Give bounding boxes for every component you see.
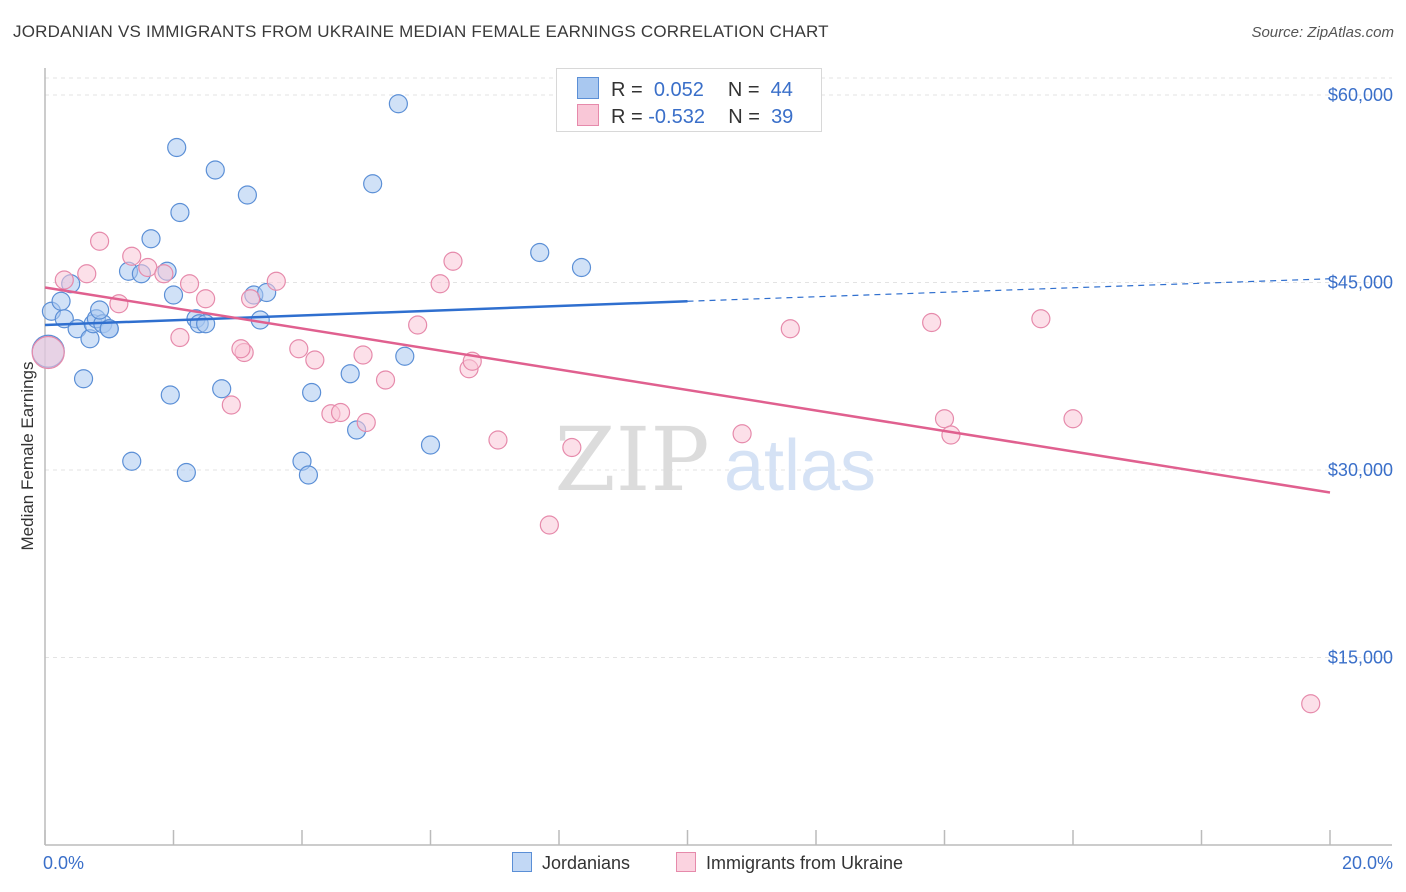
ukraine-point	[375, 370, 396, 390]
jordanian-point	[176, 462, 196, 483]
ukraine-point	[330, 402, 351, 423]
jordanian-point	[340, 364, 360, 384]
jordanian-point	[395, 346, 415, 366]
jordanian-trend-extension	[687, 278, 1331, 302]
jordanian-point	[73, 369, 94, 389]
watermark-zip: ZIP	[554, 408, 709, 511]
source-credit: Source: ZipAtlas.com	[1251, 24, 1394, 41]
ukraine-point	[353, 345, 373, 365]
jordanian-point	[122, 451, 142, 471]
jordanian-point	[298, 465, 319, 485]
trend-lines	[44, 278, 1331, 494]
stats-legend-row-jordanians: R = 0.052 N = 44	[577, 77, 793, 103]
ukraine-point	[922, 312, 942, 333]
ukraine-point	[179, 274, 200, 294]
ukraine-point	[196, 289, 216, 309]
x-tick-label: 20.0%	[1342, 853, 1393, 873]
ukraine-point	[1031, 309, 1051, 329]
jordanian-point	[167, 137, 187, 158]
y-tick-label: $15,000	[1328, 648, 1393, 668]
ukraine-point	[408, 315, 428, 335]
jordanians-legend-label: Jordanians	[542, 853, 631, 873]
ukraine-trend-line	[44, 286, 1331, 494]
y-tick-label: $30,000	[1328, 460, 1393, 480]
ukraine-point	[941, 425, 961, 445]
ukraine-point	[780, 319, 800, 339]
chart-title: JORDANIAN VS IMMIGRANTS FROM UKRAINE MED…	[13, 22, 829, 41]
ukraine-point	[562, 437, 582, 458]
jordanian-point	[530, 242, 550, 263]
ukraine-point	[430, 274, 450, 294]
ukraine-point	[443, 251, 463, 271]
ukraine-swatch	[577, 104, 599, 126]
r-value: -0.532	[648, 106, 705, 128]
ukraine-legend-label: Immigrants from Ukraine	[706, 853, 904, 873]
gridlines	[45, 77, 1392, 658]
y-tick-label: $45,000	[1328, 273, 1393, 293]
ukraine-point	[1301, 694, 1321, 714]
ukraine-point	[122, 246, 142, 266]
r-label: R =	[611, 106, 643, 128]
ukraine-point	[1063, 409, 1083, 429]
jordanian-point	[302, 382, 322, 403]
legend-item-ukraine: Immigrants from Ukraine	[676, 852, 903, 874]
stats-legend-row-ukraine: R = -0.532 N = 39	[577, 104, 793, 130]
ukraine-point	[266, 271, 286, 291]
ukraine-point	[539, 515, 559, 535]
y-tick-label: $60,000	[1328, 85, 1393, 105]
ukraine-point	[77, 264, 97, 284]
jordanian-point	[99, 319, 119, 339]
ukraine-point	[154, 264, 174, 284]
jordanian-point	[363, 174, 383, 194]
data-points	[31, 94, 1321, 714]
ukraine-point	[221, 395, 241, 415]
jordanian-point	[212, 379, 232, 399]
jordanian-point	[90, 300, 110, 320]
jordanians-legend-swatch	[512, 852, 532, 872]
jordanian-point	[196, 314, 216, 334]
ukraine-point	[934, 409, 955, 429]
ukraine-point	[31, 335, 65, 370]
jordanian-point	[571, 257, 592, 278]
x-tick-label: 0.0%	[43, 853, 84, 873]
ukraine-point	[90, 231, 110, 251]
r-value: 0.052	[653, 79, 704, 101]
jordanian-point	[160, 385, 180, 405]
ukraine-point	[732, 424, 752, 444]
watermark: ZIP atlas	[554, 408, 876, 511]
jordanian-point	[141, 229, 161, 249]
ukraine-point	[488, 430, 508, 450]
jordanian-point	[163, 285, 184, 305]
ukraine-point	[289, 339, 309, 359]
jordanian-trend-line	[44, 300, 688, 327]
ukraine-point	[54, 270, 74, 290]
n-value: 44	[770, 79, 793, 101]
n-label: N =	[727, 79, 760, 101]
jordanian-point	[420, 435, 441, 455]
n-value: 39	[771, 106, 794, 128]
jordanian-point	[237, 185, 257, 205]
stats-legend: R = 0.052 N = 44 R = -0.532 N = 39	[556, 68, 822, 132]
ukraine-point	[231, 339, 251, 359]
jordanians-swatch	[577, 77, 599, 99]
ukraine-point	[241, 289, 261, 309]
ukraine-point	[356, 412, 376, 433]
ukraine-point	[305, 350, 325, 370]
ukraine-legend-swatch	[676, 852, 696, 872]
tick-labels: $15,000 $30,000 $45,000 $60,000 0.0% 20.0%	[43, 85, 1393, 873]
ukraine-point	[170, 327, 190, 348]
jordanian-point	[388, 94, 408, 114]
ukraine-point	[138, 257, 158, 278]
legend-item-jordanians: Jordanians	[512, 852, 630, 874]
n-label: N =	[728, 106, 760, 128]
jordanian-point	[205, 160, 225, 180]
r-label: R =	[611, 79, 643, 101]
axes	[44, 68, 1392, 846]
jordanian-point	[170, 202, 190, 223]
jordanian-point	[51, 291, 71, 311]
